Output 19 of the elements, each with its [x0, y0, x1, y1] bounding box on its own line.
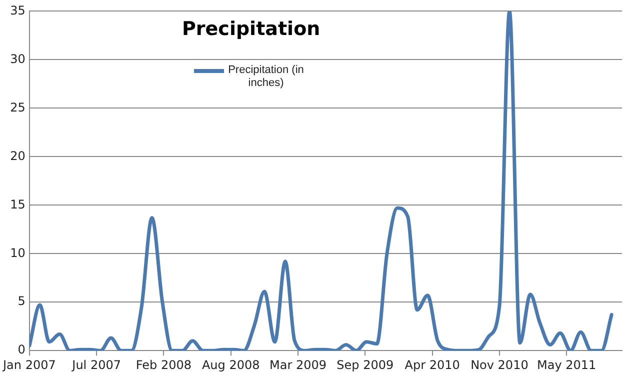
- x-tick-label: Sep 2009: [336, 358, 394, 372]
- y-tick-label: 35: [10, 3, 26, 18]
- y-tick-label: 25: [10, 100, 26, 114]
- x-tick-label: Aug 2008: [202, 358, 260, 372]
- y-tick-label: 5: [18, 294, 26, 308]
- x-tick-label: Feb 2008: [136, 358, 192, 372]
- x-tick-label: Apr 2010: [404, 358, 460, 372]
- x-tick-label: Jul 2007: [71, 358, 121, 372]
- chart-title: Precipitation: [182, 18, 320, 40]
- y-tick-label: 20: [10, 148, 26, 163]
- legend-label: Precipitation (in inches): [227, 64, 305, 90]
- y-tick-label: 0: [18, 342, 26, 357]
- y-tick-label: 30: [10, 52, 26, 66]
- x-tick-label: May 2011: [537, 358, 596, 372]
- x-tick-label: Nov 2010: [470, 358, 528, 372]
- y-tick-label: 15: [10, 197, 26, 212]
- x-tick-label: Mar 2009: [270, 358, 327, 372]
- x-tick-label: Jan 2007: [2, 358, 56, 372]
- y-tick-label: 10: [10, 246, 26, 260]
